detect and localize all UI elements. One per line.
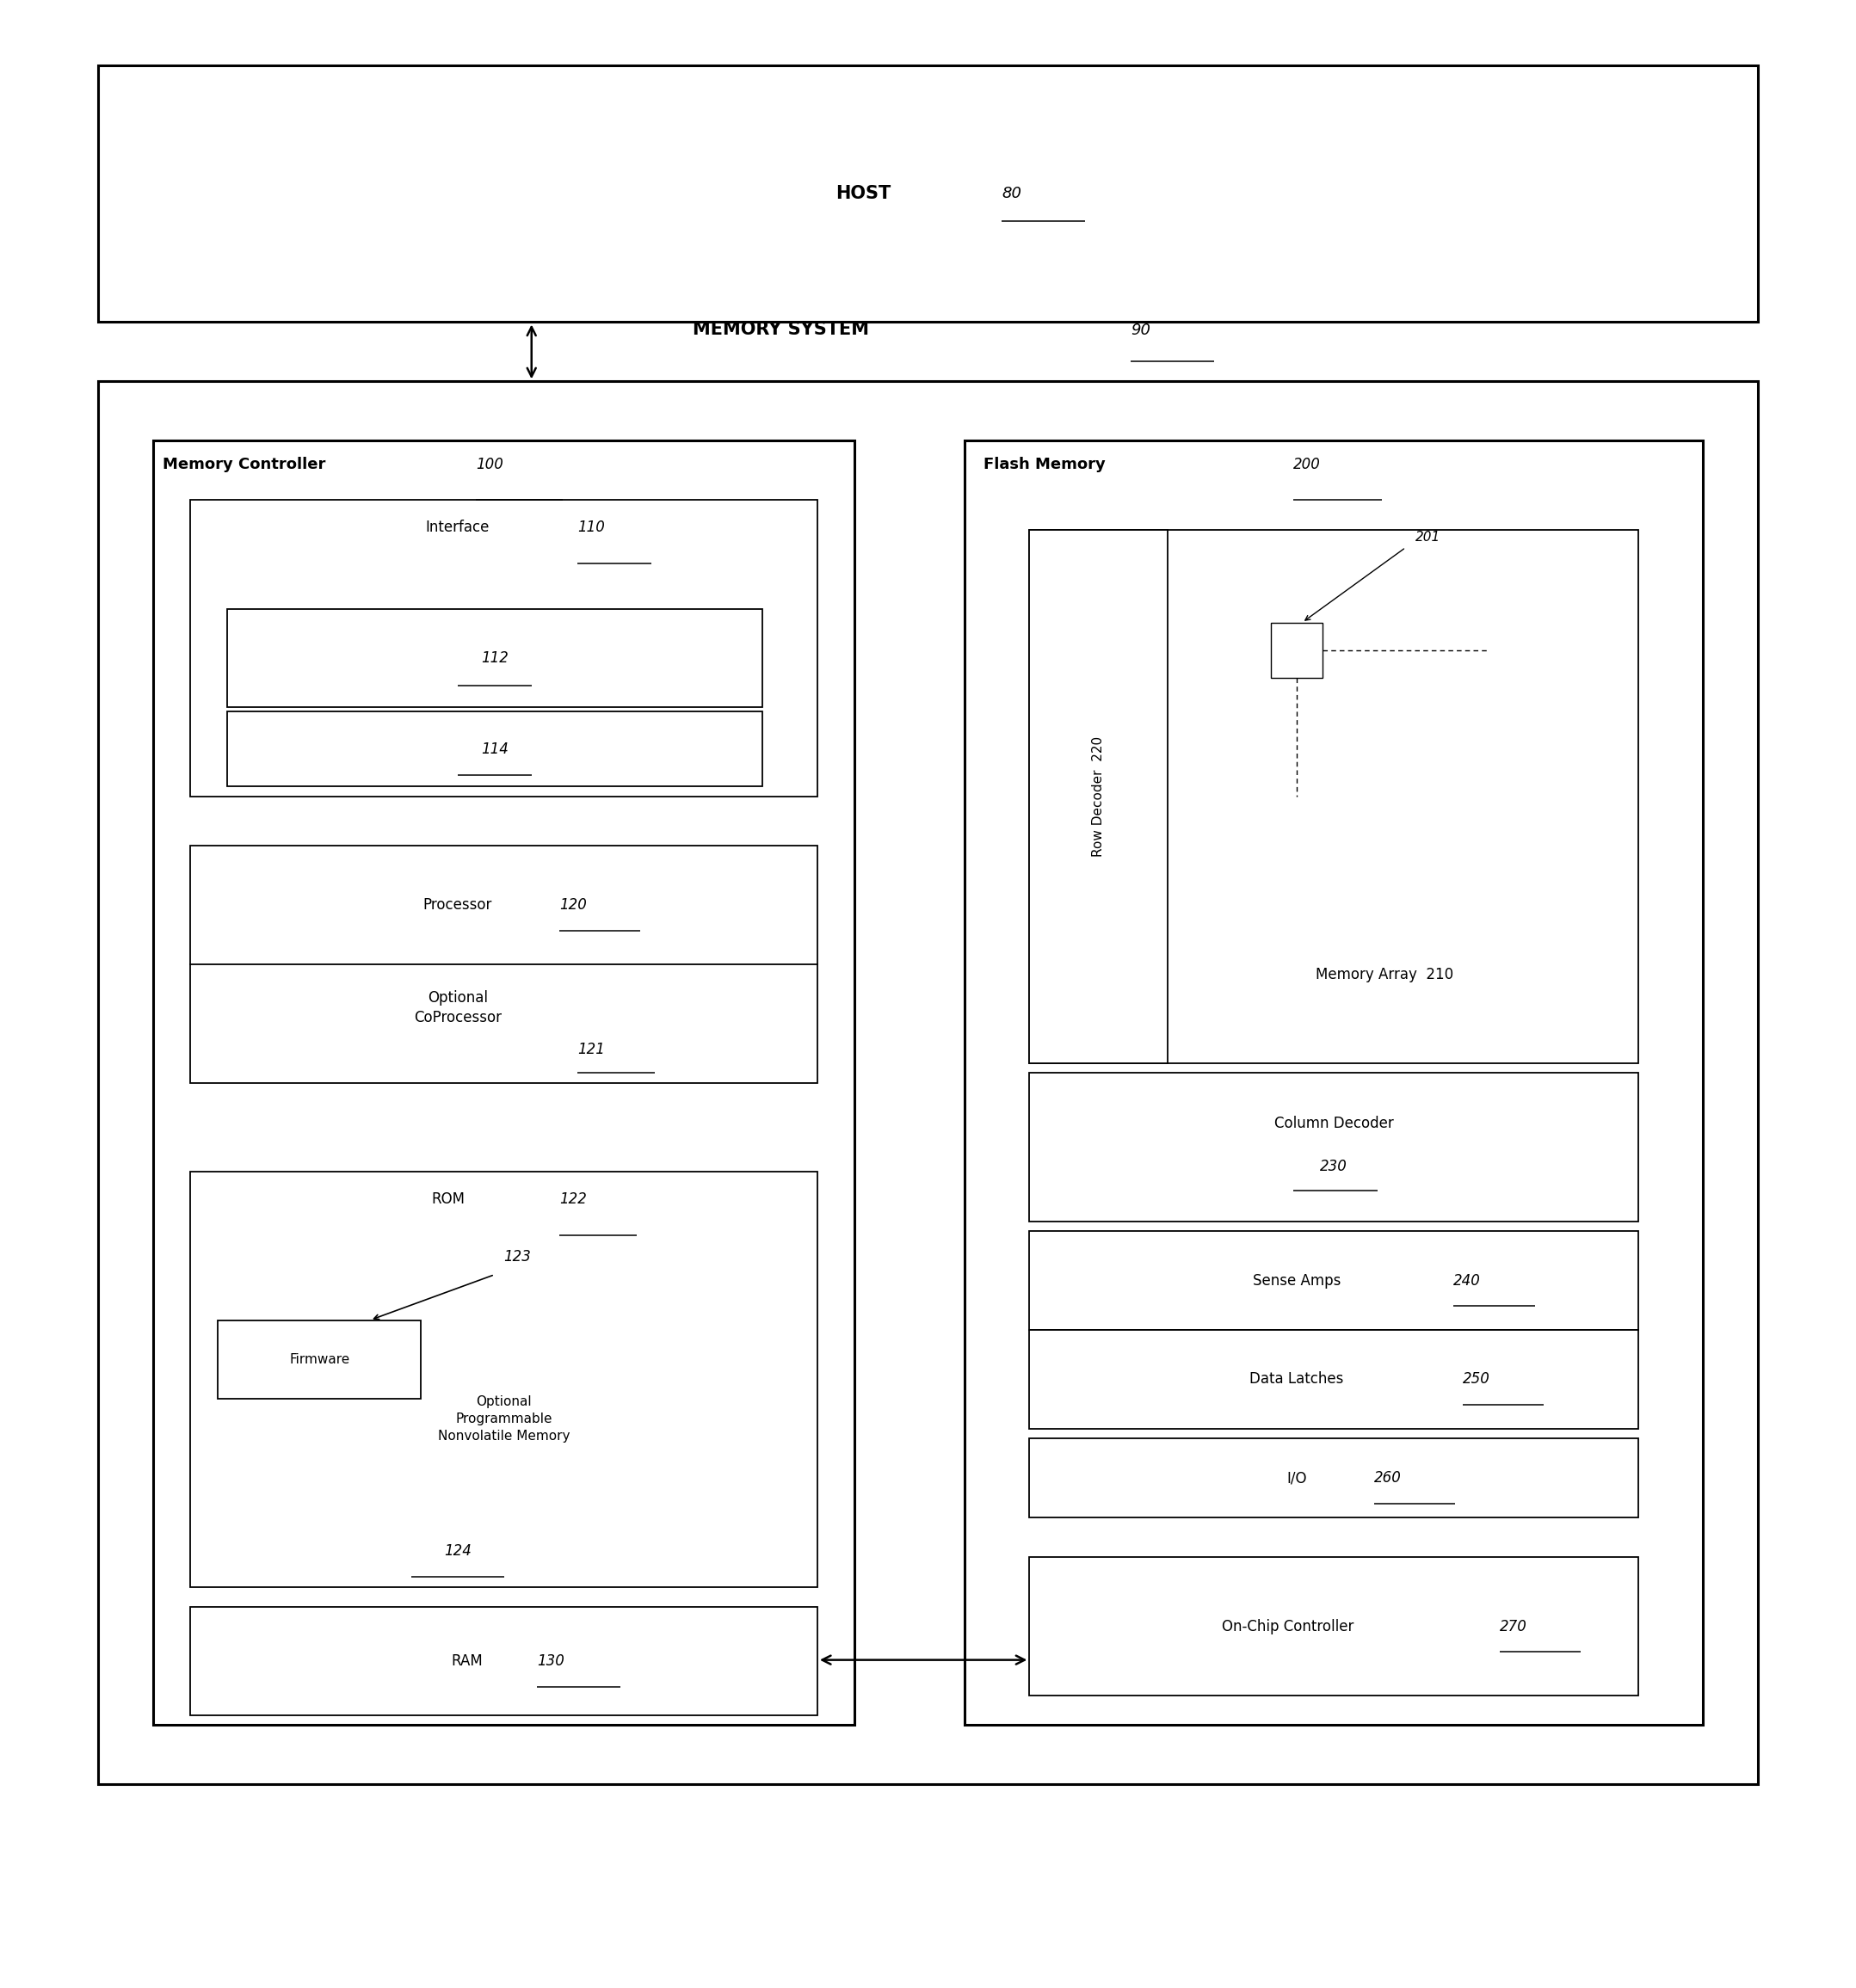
Bar [98,66,1758,322]
Text: 110: 110 [577,519,605,535]
Text: 260: 260 [1373,1471,1401,1485]
Text: 200: 200 [1294,457,1321,471]
Text: 100: 100 [477,457,503,471]
Text: 130: 130 [536,1654,564,1668]
Text: 112: 112 [481,650,509,666]
Text: 80: 80 [1002,187,1021,201]
Text: 250: 250 [1463,1372,1490,1388]
Bar [154,441,854,1726]
Text: Memory Array  210: Memory Array 210 [1316,966,1453,982]
Text: 114: 114 [481,742,509,757]
Bar [1030,529,1639,1064]
Text: Processor: Processor [423,897,492,912]
Bar [217,1320,421,1400]
Bar [1030,1231,1639,1330]
Bar [191,1606,817,1716]
Text: 120: 120 [559,897,586,912]
Bar [1030,1074,1639,1221]
Bar [191,1171,817,1586]
Bar [191,501,817,797]
Text: Optional
CoProcessor: Optional CoProcessor [414,990,501,1026]
Text: Sense Amps: Sense Amps [1253,1272,1340,1288]
Text: 201: 201 [1414,531,1440,543]
Text: Optional
Programmable
Nonvolatile Memory: Optional Programmable Nonvolatile Memory [438,1396,570,1443]
Text: HOST: HOST [835,185,891,203]
Text: On-Chip Controller: On-Chip Controller [1221,1618,1353,1634]
Text: Data Latches: Data Latches [1249,1372,1344,1388]
Bar [191,845,817,1083]
Bar [965,441,1702,1726]
Text: Interface: Interface [425,519,490,535]
Bar [226,608,763,708]
Bar [1030,1557,1639,1696]
Bar [1030,1439,1639,1517]
Text: Row Decoder  220: Row Decoder 220 [1091,736,1104,857]
Bar [1030,1330,1639,1429]
Text: 240: 240 [1453,1272,1481,1288]
Text: Firmware: Firmware [290,1354,349,1366]
Text: 122: 122 [559,1191,586,1207]
Text: MEMORY SYSTEM: MEMORY SYSTEM [692,320,869,338]
Text: Flash Memory: Flash Memory [984,457,1106,471]
Text: Column Decoder: Column Decoder [1273,1115,1394,1131]
Text: RAM: RAM [451,1654,483,1668]
Text: 270: 270 [1500,1618,1527,1634]
Text: 230: 230 [1320,1159,1347,1175]
Text: ROM: ROM [432,1191,466,1207]
Text: 121: 121 [577,1042,605,1058]
Text: 90: 90 [1130,322,1151,338]
Bar [226,712,763,787]
Bar [1030,529,1167,1064]
Bar [1271,622,1323,678]
Text: 124: 124 [444,1543,471,1559]
Text: I/O: I/O [1286,1471,1307,1485]
Text: 123: 123 [503,1248,531,1264]
Text: Memory Controller: Memory Controller [163,457,325,471]
Bar [98,382,1758,1785]
